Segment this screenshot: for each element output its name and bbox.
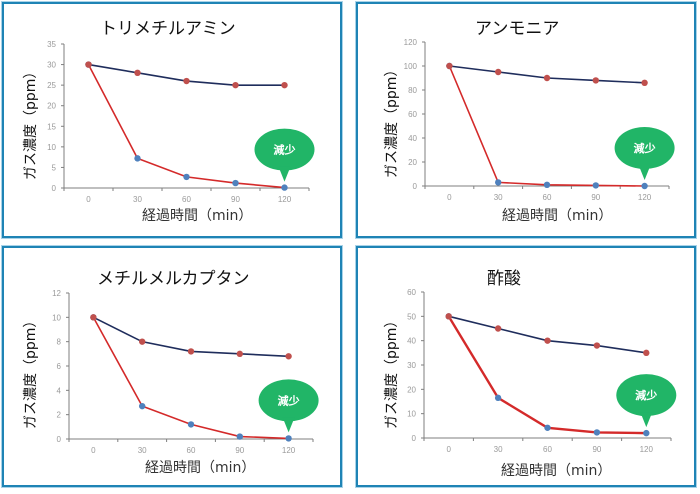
svg-text:5: 5 bbox=[52, 163, 57, 172]
svg-text:10: 10 bbox=[52, 313, 61, 322]
chart-title: 酢酸 bbox=[487, 269, 521, 289]
svg-text:0: 0 bbox=[447, 193, 452, 202]
svg-text:30: 30 bbox=[47, 61, 56, 70]
svg-text:60: 60 bbox=[543, 193, 552, 202]
svg-text:60: 60 bbox=[408, 110, 417, 119]
svg-text:15: 15 bbox=[47, 122, 56, 131]
x-axis-label: 経過時間（min） bbox=[501, 463, 612, 479]
svg-text:減少: 減少 bbox=[274, 143, 296, 157]
svg-text:減少: 減少 bbox=[278, 393, 300, 407]
svg-text:減少: 減少 bbox=[634, 141, 656, 155]
svg-text:6: 6 bbox=[57, 362, 62, 371]
svg-text:20: 20 bbox=[408, 158, 417, 167]
x-axis-label: 経過時間（min） bbox=[142, 208, 253, 224]
line-plot: 0 5 10 15 20 25 30 35 0 30 60 90 120 減少 bbox=[47, 40, 315, 204]
svg-text:10: 10 bbox=[407, 410, 416, 419]
svg-text:減少: 減少 bbox=[635, 388, 657, 402]
svg-text:120: 120 bbox=[282, 446, 296, 455]
svg-text:30: 30 bbox=[494, 193, 503, 202]
svg-text:10: 10 bbox=[47, 143, 56, 152]
svg-text:40: 40 bbox=[407, 337, 416, 346]
chart-panel-acetic-acid: 酢酸 ガス濃度（ppm） 経過時間（min） 0 10 20 30 40 50 60 0 30 6… bbox=[356, 246, 696, 487]
chart-title: アンモニア bbox=[475, 19, 560, 39]
svg-text:0: 0 bbox=[91, 446, 96, 455]
svg-text:30: 30 bbox=[494, 445, 503, 454]
reduction-callout: 減少 bbox=[614, 127, 675, 180]
svg-text:60: 60 bbox=[407, 288, 416, 297]
chart-title: メチルメルカプタン bbox=[97, 269, 250, 289]
svg-text:90: 90 bbox=[592, 445, 601, 454]
svg-text:12: 12 bbox=[52, 289, 61, 298]
svg-text:4: 4 bbox=[57, 386, 62, 395]
chart-title: トリメチルアミン bbox=[100, 19, 236, 39]
svg-text:0: 0 bbox=[413, 182, 418, 191]
x-axis-label: 経過時間（min） bbox=[502, 208, 613, 224]
line-plot: 0 10 20 30 40 50 60 0 30 60 90 120 減少 bbox=[407, 288, 677, 454]
svg-text:2: 2 bbox=[57, 411, 62, 420]
reduction-callout: 減少 bbox=[254, 128, 315, 182]
svg-text:120: 120 bbox=[638, 193, 652, 202]
svg-text:60: 60 bbox=[182, 195, 191, 204]
svg-text:80: 80 bbox=[408, 86, 417, 95]
svg-text:0: 0 bbox=[86, 195, 91, 204]
svg-text:120: 120 bbox=[278, 195, 292, 204]
svg-text:35: 35 bbox=[47, 40, 56, 49]
reduction-callout: 減少 bbox=[258, 379, 319, 433]
svg-text:0: 0 bbox=[52, 184, 57, 193]
x-axis-label: 経過時間（min） bbox=[145, 460, 256, 476]
svg-text:50: 50 bbox=[407, 312, 416, 321]
chart-panel-ammonia: アンモニア ガス濃度（ppm） 経過時間（min） 0 20 40 60 80 100 12… bbox=[356, 2, 696, 238]
svg-text:90: 90 bbox=[231, 195, 240, 204]
svg-text:60: 60 bbox=[187, 446, 196, 455]
svg-text:20: 20 bbox=[47, 102, 56, 111]
svg-text:100: 100 bbox=[404, 62, 418, 71]
svg-text:0: 0 bbox=[412, 434, 417, 443]
svg-text:30: 30 bbox=[138, 446, 147, 455]
line-plot: 0 20 40 60 80 100 120 0 30 60 90 120 減少 bbox=[404, 38, 675, 202]
svg-text:20: 20 bbox=[407, 385, 416, 394]
chart-panel-methyl-mercaptan: メチルメルカプタン ガス濃度（ppm） 経過時間（min） 0 2 4 6 8 10 12 0… bbox=[2, 246, 342, 487]
svg-text:40: 40 bbox=[408, 134, 417, 143]
svg-text:90: 90 bbox=[591, 193, 600, 202]
svg-text:30: 30 bbox=[133, 195, 142, 204]
reduction-callout: 減少 bbox=[616, 374, 677, 428]
svg-text:8: 8 bbox=[57, 338, 62, 347]
svg-text:30: 30 bbox=[407, 361, 416, 370]
svg-text:0: 0 bbox=[57, 435, 62, 444]
svg-text:60: 60 bbox=[543, 445, 552, 454]
svg-text:0: 0 bbox=[446, 445, 451, 454]
svg-text:25: 25 bbox=[47, 81, 56, 90]
chart-panel-trimethylamine: トリメチルアミン ガス濃度（ppm） 経過時間（min） 0 5 10 15 20 25 3… bbox=[2, 2, 342, 238]
svg-text:120: 120 bbox=[640, 445, 654, 454]
svg-text:90: 90 bbox=[235, 446, 244, 455]
svg-text:120: 120 bbox=[404, 38, 418, 47]
